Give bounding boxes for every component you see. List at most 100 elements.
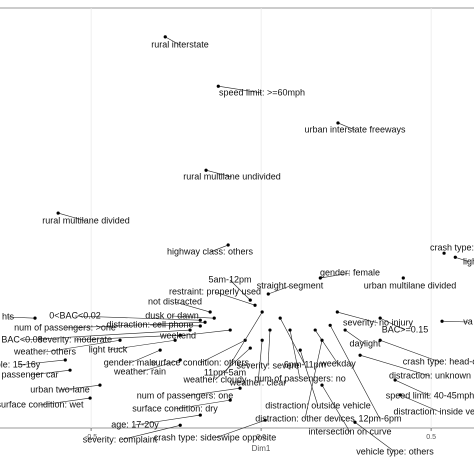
point-label: urban multilane divided xyxy=(364,280,457,290)
leader-line xyxy=(149,324,201,327)
point xyxy=(378,316,382,320)
point-label: distraction: unknown xyxy=(389,370,471,380)
leader-line xyxy=(7,316,36,319)
point xyxy=(198,324,202,328)
point-label: weather: clear xyxy=(229,377,287,387)
point xyxy=(188,328,192,332)
point-label: num of passengers: >one xyxy=(14,322,116,332)
point xyxy=(278,316,282,320)
leader-line xyxy=(184,387,241,397)
leader-line xyxy=(199,339,246,364)
point xyxy=(226,243,230,247)
point-label: gender: male xyxy=(104,357,157,367)
point-label: 5am-12pm xyxy=(208,274,251,284)
leader-line xyxy=(267,330,271,367)
point xyxy=(358,353,362,357)
point-label: highway class: others xyxy=(167,246,254,256)
leader-line xyxy=(455,256,471,263)
point xyxy=(248,298,252,302)
point xyxy=(320,383,324,387)
leader-line xyxy=(214,419,266,439)
leader-line xyxy=(380,317,406,331)
leader-line xyxy=(442,320,469,323)
point-label: age: 17-20y xyxy=(111,419,159,429)
point xyxy=(263,418,267,422)
point-label: surface condition: others xyxy=(151,357,250,367)
point xyxy=(158,348,162,352)
point xyxy=(178,423,182,427)
point xyxy=(63,358,67,362)
leader-line xyxy=(320,272,351,279)
point-label: straight segment xyxy=(257,280,324,290)
leader-line xyxy=(304,340,323,420)
point xyxy=(216,84,220,88)
leader-line xyxy=(171,315,215,319)
point-label: rural interstate xyxy=(151,39,209,49)
leader-line xyxy=(134,414,201,426)
leader-line xyxy=(139,359,181,373)
point xyxy=(268,328,272,332)
point xyxy=(238,386,242,390)
point xyxy=(318,276,322,280)
leader-line xyxy=(354,421,396,453)
point-label: vehicle type: others xyxy=(356,446,434,456)
leader-line xyxy=(74,315,201,321)
leader-line xyxy=(314,329,339,365)
point-label: severity: complaint xyxy=(83,434,158,444)
point xyxy=(260,338,264,342)
point xyxy=(228,328,232,332)
leader-line xyxy=(107,339,176,351)
point-label: urban interstate freeways xyxy=(304,124,406,134)
leader-line xyxy=(289,329,301,380)
point xyxy=(198,318,202,322)
point-label: dusk or dawn xyxy=(145,310,199,320)
point xyxy=(440,319,444,323)
leader-line xyxy=(360,354,431,377)
x-tick-label: 0.5 xyxy=(426,434,436,441)
point-label: intersection on curve xyxy=(308,426,391,436)
point-label: weekend xyxy=(159,330,196,340)
point-label: restraint: properly used xyxy=(169,286,261,296)
leader-line xyxy=(177,329,231,337)
point-label: severity: moderate xyxy=(38,334,112,344)
point xyxy=(313,328,317,332)
leader-line xyxy=(337,122,356,131)
leader-line xyxy=(229,279,251,301)
x-tick-label: 0.0 xyxy=(256,434,266,441)
leader-line xyxy=(257,340,263,384)
point-label: va xyxy=(463,316,473,326)
point-label: rural multilane undivided xyxy=(183,171,281,181)
leader-line xyxy=(400,394,441,413)
leader-line xyxy=(174,301,211,313)
point xyxy=(56,211,60,215)
leader-line xyxy=(394,379,431,397)
point xyxy=(335,310,339,314)
leader-line xyxy=(29,369,71,376)
point xyxy=(33,316,37,320)
point xyxy=(353,420,357,424)
leader-line xyxy=(380,339,441,363)
leader-line xyxy=(344,329,366,345)
point-label: surface condition: wet xyxy=(0,399,84,409)
point-label: rural multilane divided xyxy=(42,215,130,225)
plot-panel xyxy=(0,8,474,428)
point xyxy=(343,328,347,332)
leader-line xyxy=(119,424,181,441)
point xyxy=(393,378,397,382)
point-label: BAC<0.08 xyxy=(1,334,42,344)
point-label: weather: cloudy xyxy=(182,374,247,384)
leader-line xyxy=(337,311,379,324)
point xyxy=(228,398,232,402)
point xyxy=(320,338,324,342)
point-label: distraction: cell phone xyxy=(106,319,193,329)
leader-line xyxy=(165,36,181,46)
point xyxy=(98,383,102,387)
point-label: speed limit: 40-45mph xyxy=(386,390,474,400)
point xyxy=(208,310,212,314)
point xyxy=(248,346,252,350)
leader-line xyxy=(209,244,229,253)
point-label: crash type: head-o xyxy=(403,356,474,366)
point-label: speed limit: >=60mph xyxy=(219,87,305,97)
point xyxy=(442,251,446,255)
